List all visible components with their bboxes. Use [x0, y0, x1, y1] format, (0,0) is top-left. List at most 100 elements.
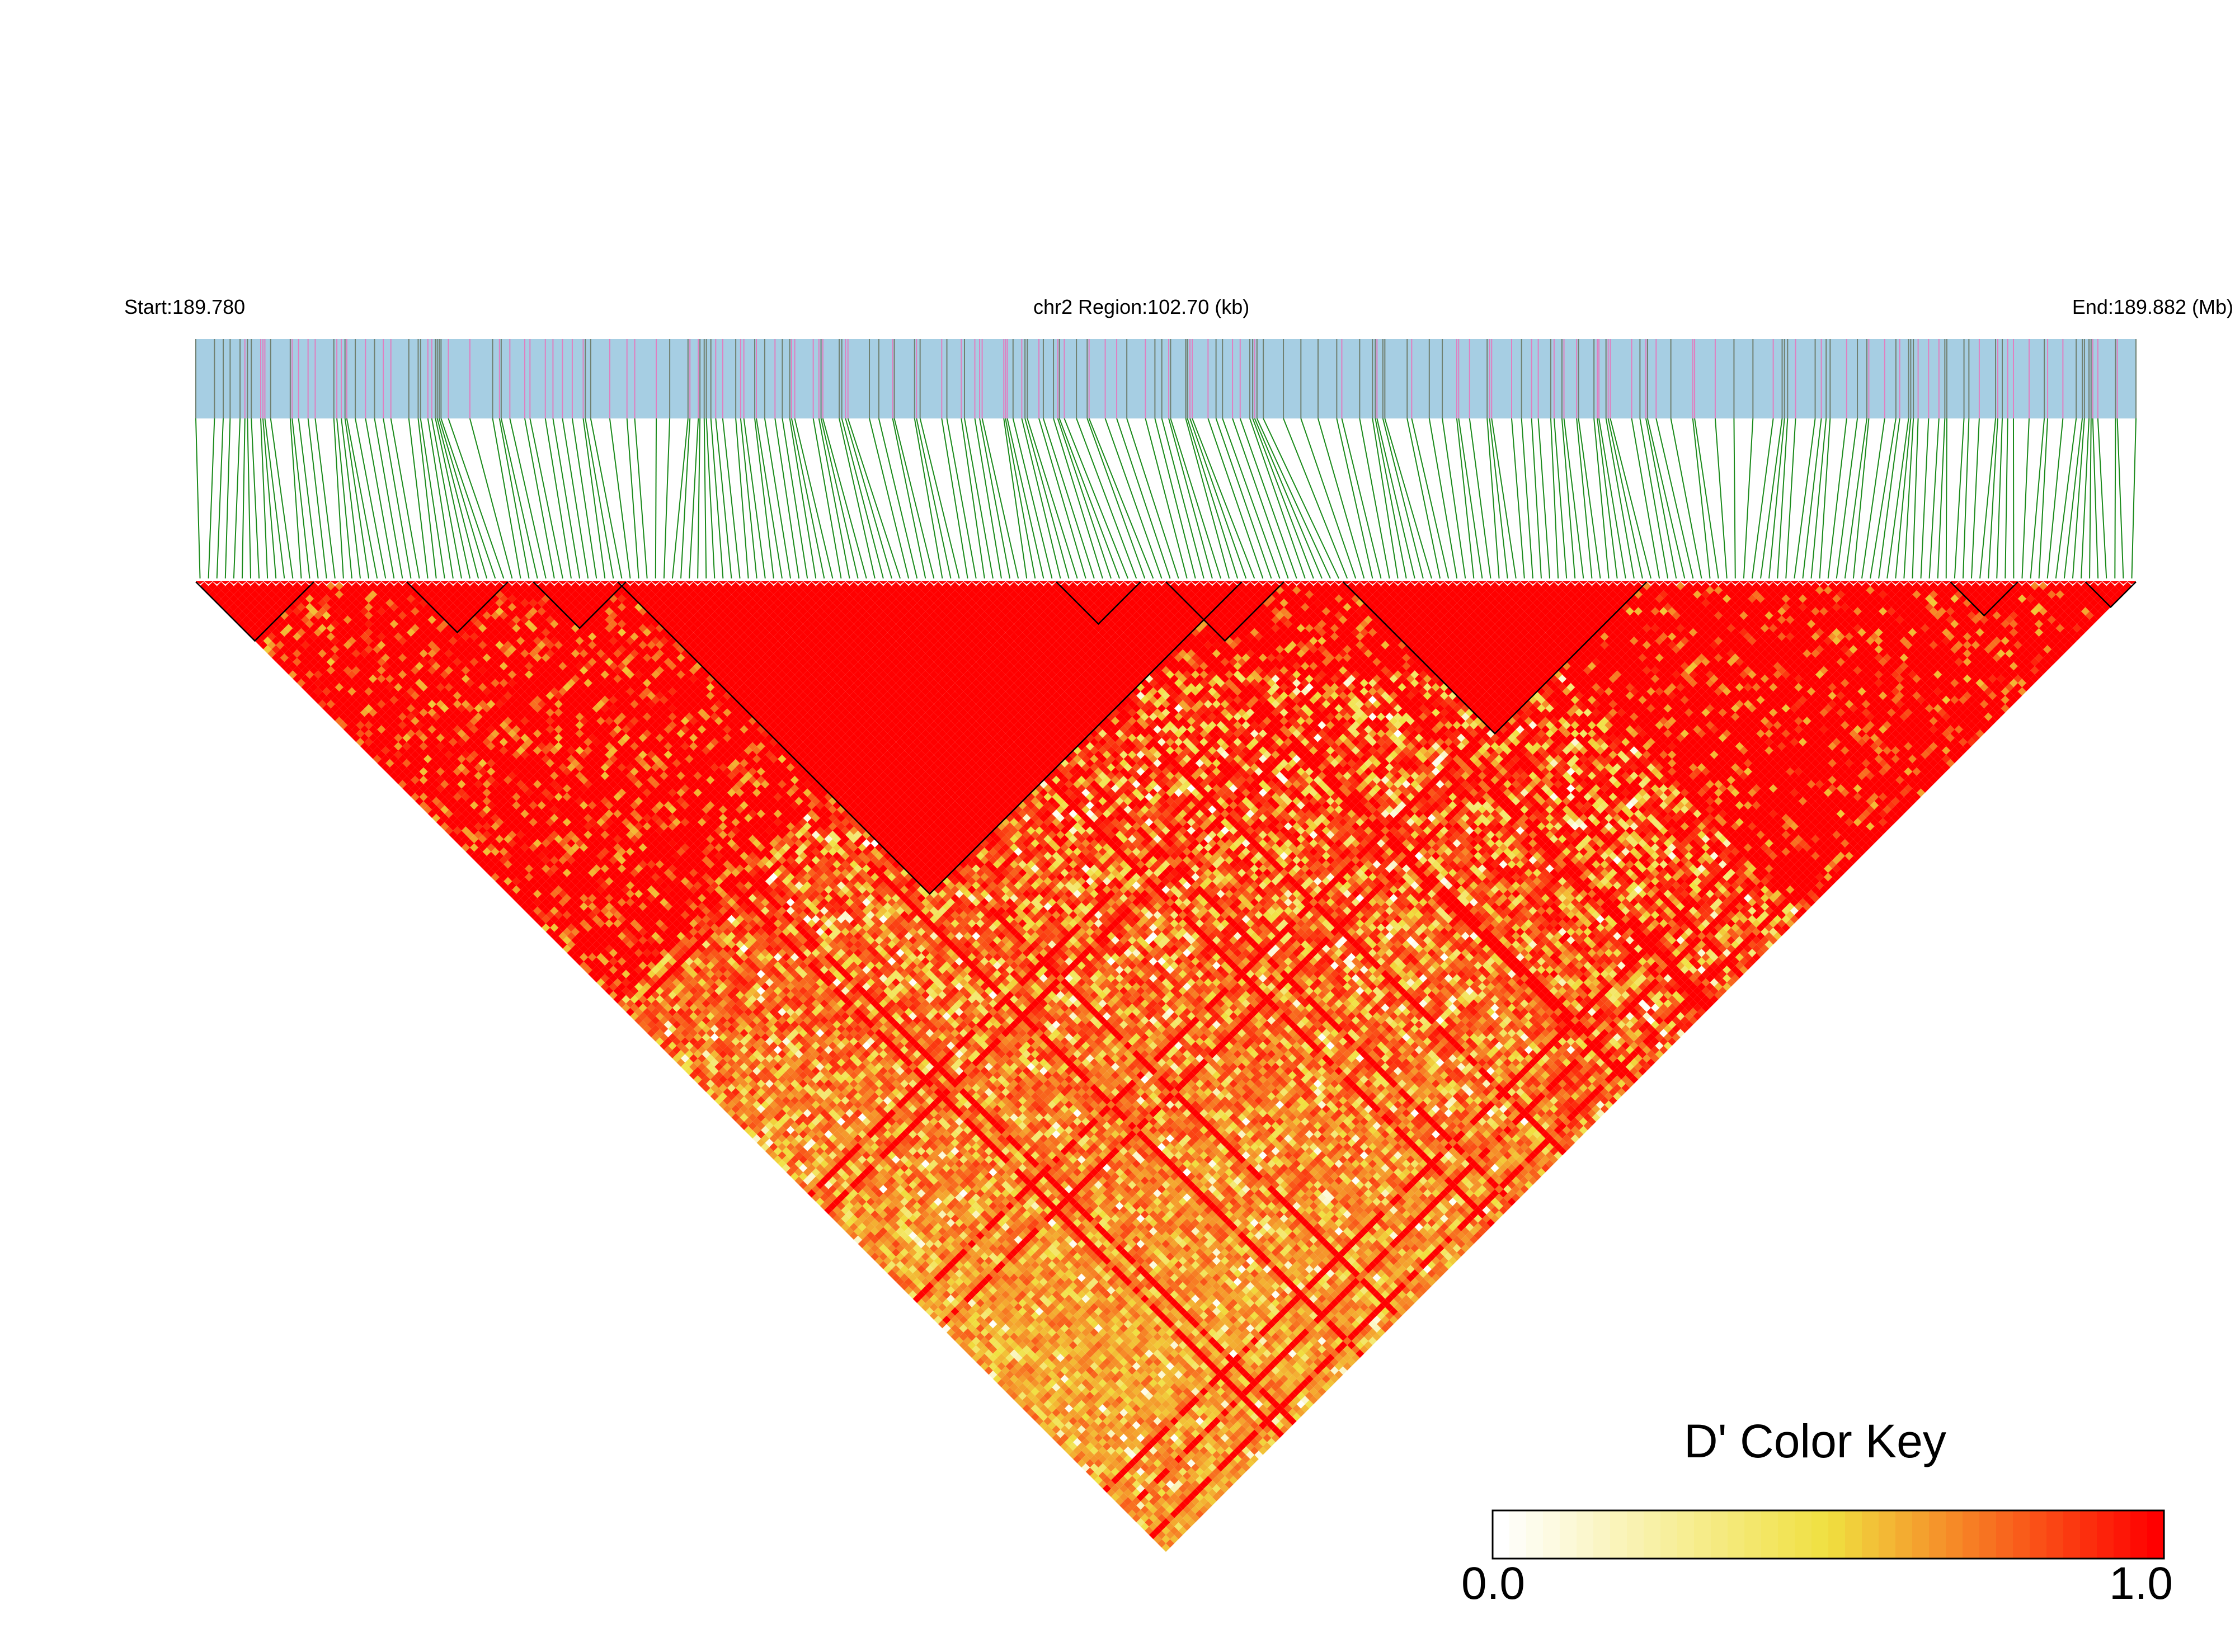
ld-cell	[596, 978, 605, 987]
ld-cell	[529, 902, 538, 911]
ld-cell	[976, 1349, 985, 1358]
ld-cell	[845, 1218, 854, 1227]
snp-connector	[1785, 418, 1796, 579]
snp-connector	[262, 418, 277, 579]
ld-cell	[622, 995, 630, 1004]
snp-connector	[1104, 418, 1163, 579]
ld-cell	[626, 991, 635, 1000]
ld-cell	[411, 793, 420, 801]
ld-cell	[900, 1282, 909, 1291]
snp-connector	[1126, 418, 1179, 579]
snp-connector	[1802, 418, 1822, 579]
snp-connector	[1192, 418, 1255, 579]
snp-connector	[291, 418, 310, 579]
snp-connector	[689, 418, 699, 579]
ld-cell	[424, 788, 432, 797]
ld-cell	[293, 674, 302, 683]
snp-connector	[1692, 418, 1711, 579]
ld-cell	[1052, 1433, 1061, 1442]
snp-connector	[2089, 418, 2092, 579]
ld-cell	[1077, 1451, 1086, 1460]
snp-connector	[703, 418, 707, 579]
ld-cell	[356, 721, 365, 729]
ld-cell	[710, 1084, 719, 1093]
ld-cell	[824, 1197, 833, 1206]
snp-connector	[1006, 418, 1044, 579]
ld-cell	[972, 1353, 981, 1362]
snp-connector	[869, 418, 910, 579]
snp-connector	[1578, 418, 1601, 579]
ld-cell	[756, 1138, 765, 1147]
ld-cell	[596, 961, 605, 970]
snp-connector	[2072, 418, 2085, 579]
snp-connector	[715, 418, 732, 579]
ld-cell	[314, 695, 323, 704]
ld-cell	[1005, 1387, 1014, 1396]
ld-cell	[1090, 1471, 1099, 1480]
ld-cell	[836, 1202, 845, 1211]
ld-cell	[866, 1231, 875, 1240]
ld-cell	[267, 641, 276, 649]
snp-connector	[845, 418, 892, 579]
ld-cell	[301, 674, 310, 683]
ld-cell	[1107, 1488, 1116, 1497]
ld-cell	[811, 1193, 820, 1202]
ld-cell	[660, 1024, 669, 1033]
ld-cell	[1107, 1480, 1116, 1489]
ld-cell	[499, 873, 508, 882]
ld-cell	[980, 1345, 989, 1354]
ld-cell	[331, 712, 340, 721]
ld-cell	[364, 737, 373, 746]
ld-cell	[567, 931, 576, 940]
ld-cell	[470, 843, 479, 852]
ld-cell	[1161, 1535, 1170, 1543]
ld-cell	[756, 1130, 765, 1139]
ld-cell	[1018, 1391, 1027, 1400]
snp-connector	[562, 418, 589, 579]
snp-connector	[333, 418, 344, 579]
ld-cell	[1031, 1404, 1039, 1413]
ld-cell	[1052, 1425, 1061, 1434]
ld-cell	[803, 1176, 812, 1185]
ld-cell	[811, 1176, 820, 1185]
ld-cell	[836, 1210, 845, 1219]
snp-connector	[1670, 418, 1702, 579]
ld-cell	[892, 1273, 900, 1282]
snp-connector	[791, 418, 825, 579]
ld-cell	[246, 611, 255, 620]
ld-cell	[1027, 1400, 1036, 1409]
snp-connector	[754, 418, 774, 579]
ld-cell	[512, 893, 521, 902]
ld-cell	[512, 885, 521, 894]
ld-cell	[314, 687, 323, 696]
ld-cell	[723, 1096, 732, 1105]
ld-cell	[364, 746, 373, 755]
ld-cell	[929, 1295, 938, 1303]
ld-cell	[491, 864, 500, 873]
ld-cell	[297, 679, 305, 688]
ld-cell	[1081, 1463, 1090, 1472]
ld-cell	[702, 1075, 711, 1084]
ld-cell	[478, 843, 487, 852]
ld-cell	[748, 1130, 757, 1139]
snp-connector	[195, 418, 201, 579]
ld-cell	[394, 767, 403, 776]
ld-cell	[736, 1100, 745, 1109]
ld-cell	[474, 856, 483, 865]
ld-cell	[305, 687, 314, 696]
ld-cell	[959, 1333, 968, 1341]
ld-cell	[921, 1295, 930, 1303]
ld-cell	[647, 1029, 656, 1038]
ld-cell	[744, 1126, 753, 1135]
snp-connector	[609, 418, 631, 579]
ld-cell	[765, 1147, 774, 1156]
ld-cell	[976, 1358, 985, 1367]
ld-cell	[462, 835, 470, 844]
ld-cell	[229, 603, 238, 611]
ld-cell	[1094, 1476, 1103, 1485]
ld-cell	[280, 653, 289, 662]
ld-cell	[1047, 1421, 1056, 1430]
ld-cell	[1123, 1497, 1132, 1506]
ld-cell	[580, 953, 589, 962]
snp-connector	[1878, 418, 1900, 579]
